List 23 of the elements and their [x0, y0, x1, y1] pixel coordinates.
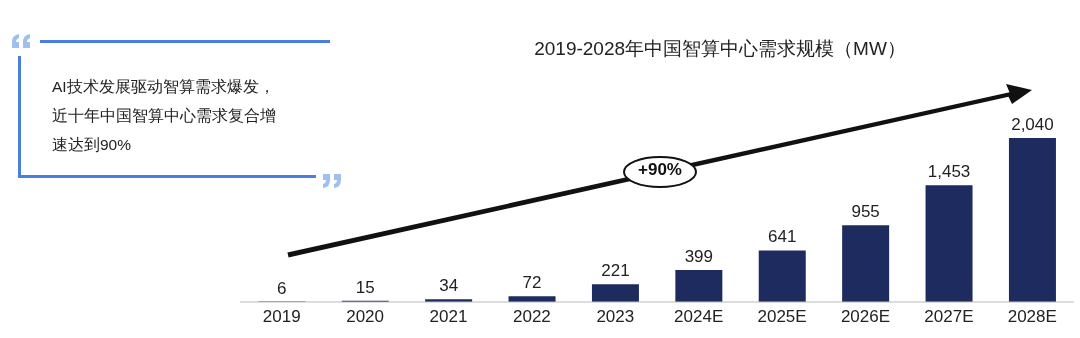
data-label: 1,453 [927, 162, 971, 182]
x-tick-label: 2019 [262, 307, 301, 327]
x-tick-label: 2028E [1007, 307, 1057, 327]
data-label: 641 [768, 227, 797, 247]
chart-title: 2019-2028年中国智算中心需求规模（MW） [533, 37, 907, 61]
data-label: 15 [355, 277, 375, 297]
x-tick-label: 2024E [674, 307, 724, 327]
x-tick-label: 2023 [596, 307, 635, 327]
annotation: +90% [637, 160, 683, 180]
x-tick-label: 2021 [429, 307, 468, 327]
x-tick-label: 2020 [346, 307, 385, 327]
x-tick-label: 2025E [757, 307, 807, 327]
x-tick-label: 2027E [924, 307, 974, 327]
data-label: 6 [277, 278, 287, 298]
data-label: 955 [851, 202, 880, 222]
data-label: 399 [684, 246, 714, 266]
data-label: 221 [601, 261, 630, 281]
x-tick-label: 2026E [840, 307, 891, 327]
annotation: AI技术发展驱动智算需求爆发，近十年中国智算中心需求复合增速达到90% [52, 77, 277, 155]
x-tick-label: 2022 [512, 307, 551, 327]
data-label: 2,040 [1011, 115, 1054, 134]
data-label: 34 [439, 276, 459, 296]
data-label: 72 [522, 273, 542, 293]
